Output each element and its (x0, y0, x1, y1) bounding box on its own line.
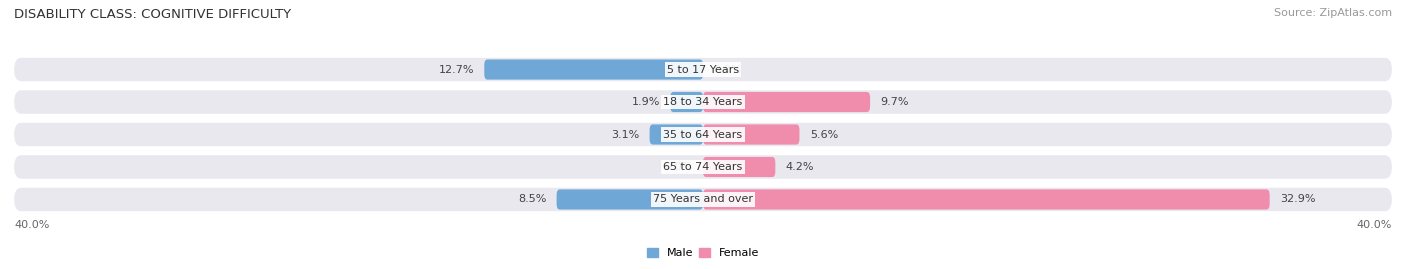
Text: 5.6%: 5.6% (810, 129, 838, 140)
Text: 40.0%: 40.0% (1357, 220, 1392, 230)
Text: 9.7%: 9.7% (880, 97, 908, 107)
Text: 3.1%: 3.1% (612, 129, 640, 140)
Text: 1.9%: 1.9% (631, 97, 659, 107)
Text: 35 to 64 Years: 35 to 64 Years (664, 129, 742, 140)
Text: 40.0%: 40.0% (14, 220, 49, 230)
Legend: Male, Female: Male, Female (647, 248, 759, 258)
Text: 5 to 17 Years: 5 to 17 Years (666, 65, 740, 75)
FancyBboxPatch shape (703, 189, 1270, 210)
FancyBboxPatch shape (14, 155, 1392, 179)
FancyBboxPatch shape (557, 189, 703, 210)
FancyBboxPatch shape (14, 188, 1392, 211)
FancyBboxPatch shape (671, 92, 703, 112)
FancyBboxPatch shape (14, 90, 1392, 114)
FancyBboxPatch shape (650, 125, 703, 144)
Text: 75 Years and over: 75 Years and over (652, 194, 754, 204)
FancyBboxPatch shape (703, 157, 775, 177)
FancyBboxPatch shape (14, 58, 1392, 81)
Text: 0.0%: 0.0% (665, 162, 693, 172)
FancyBboxPatch shape (484, 59, 703, 80)
Text: 12.7%: 12.7% (439, 65, 474, 75)
Text: 8.5%: 8.5% (517, 194, 547, 204)
Text: 65 to 74 Years: 65 to 74 Years (664, 162, 742, 172)
Text: 18 to 34 Years: 18 to 34 Years (664, 97, 742, 107)
Text: 0.0%: 0.0% (713, 65, 741, 75)
FancyBboxPatch shape (703, 92, 870, 112)
Text: DISABILITY CLASS: COGNITIVE DIFFICULTY: DISABILITY CLASS: COGNITIVE DIFFICULTY (14, 8, 291, 21)
Text: Source: ZipAtlas.com: Source: ZipAtlas.com (1274, 8, 1392, 18)
Text: 32.9%: 32.9% (1279, 194, 1316, 204)
FancyBboxPatch shape (14, 123, 1392, 146)
FancyBboxPatch shape (703, 125, 800, 144)
Text: 4.2%: 4.2% (786, 162, 814, 172)
